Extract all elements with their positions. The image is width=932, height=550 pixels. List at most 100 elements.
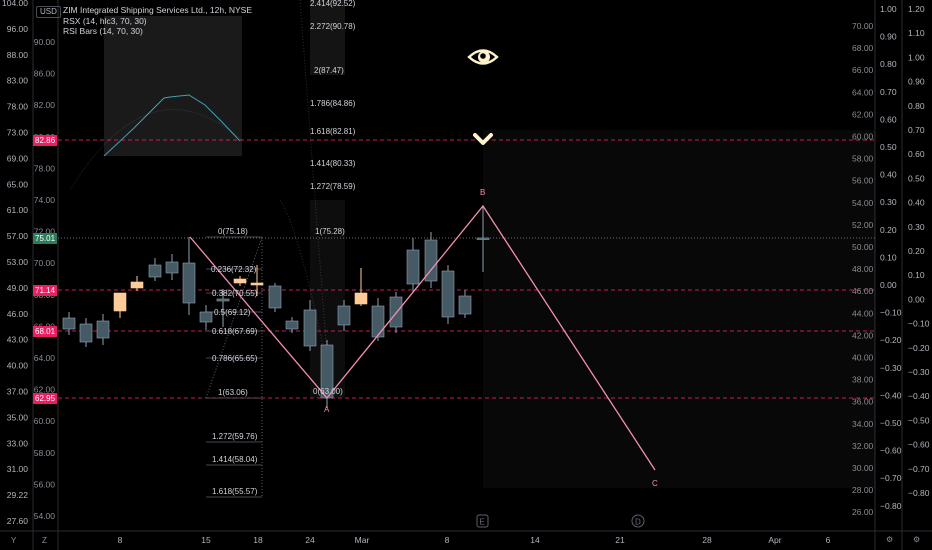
- svg-text:E: E: [480, 518, 485, 527]
- fib2-label: 1.414(80.33): [310, 159, 356, 168]
- axis-tick-label: 58.00: [34, 448, 56, 458]
- time-axis-label: 18: [253, 535, 263, 545]
- price-tag: 82.86: [33, 135, 58, 146]
- candle-body: [148, 264, 162, 278]
- price-axis-left-1[interactable]: 104.00 96.00 88.00 83.00 78.00 73.00 69.00 65.0…: [2, 0, 28, 526]
- axis-tick-label: 62.00: [34, 385, 56, 395]
- dividend-event-icon[interactable]: D: [631, 514, 645, 528]
- axis-tick-label: 0.80: [908, 101, 925, 111]
- axis-tick-label: 46.00: [852, 286, 874, 296]
- axis-tick-label: 0.70: [908, 125, 925, 135]
- earnings-event-icon[interactable]: E: [476, 514, 489, 528]
- axis-tick-label: −0.10: [908, 319, 930, 329]
- price-tag: 62.95: [33, 393, 58, 404]
- candle-body: [165, 261, 179, 274]
- axis-tick-label: 0.60: [880, 114, 897, 124]
- axis-tick-label: 35.00: [7, 412, 29, 422]
- time-axis[interactable]: 8 15 18 24 Mar 8 14 21 28 Apr 6: [118, 535, 831, 545]
- axis-tick-label: 70.00: [34, 258, 56, 268]
- time-axis-label: 15: [201, 535, 211, 545]
- axis-tick-label: 0.40: [880, 170, 897, 180]
- axis-tick-label: 61.00: [7, 205, 29, 215]
- axis-tick-label: 0.80: [880, 59, 897, 69]
- legend-rsi-bars[interactable]: RSI Bars (14, 70, 30): [63, 26, 143, 36]
- time-axis-label: 21: [615, 535, 625, 545]
- fib2-label: 2.272(90.78): [310, 22, 356, 31]
- rsx-axis-right-1[interactable]: 70.00 68.00 66.00 64.00 62.00 60.00 58.00 56.00…: [852, 21, 874, 517]
- candle-body: [233, 278, 247, 284]
- axis-tick-label: 37.00: [7, 387, 29, 397]
- axis-tick-label: 44.00: [852, 308, 874, 318]
- axis-tick-label: 50.00: [852, 242, 874, 252]
- axis-tick-label: 40.00: [852, 353, 874, 363]
- axis-tick-label: 1.00: [908, 52, 925, 62]
- axis-tick-label: −0.60: [908, 440, 930, 450]
- axis-tick-label: 27.60: [7, 516, 29, 526]
- chevron-down-icon: [473, 133, 493, 145]
- axis-tick-label: −0.40: [880, 390, 902, 400]
- rsx-line: [103, 94, 241, 157]
- rsi-axis-right-3[interactable]: 1.20 1.10 1.00 0.90 0.80 0.70 0.60 0.50 0.40 0.30…: [908, 4, 930, 498]
- axis-tick-label: 72.00: [34, 227, 56, 237]
- axis-tick-label: 0.50: [908, 173, 925, 183]
- axis-tick-label: −0.20: [880, 335, 902, 345]
- legend-symbol-title[interactable]: ZIM Integrated Shipping Services Ltd., 1…: [63, 5, 252, 15]
- time-axis-label: 14: [530, 535, 540, 545]
- price-axis-left-2[interactable]: 90.0086.0082.0080.0078.0074.0072.0070.00…: [34, 37, 56, 521]
- rsx-shade-zone: [104, 16, 242, 156]
- candle-body: [354, 292, 368, 305]
- candle-body: [371, 305, 385, 338]
- axis-tick-label: 56.00: [34, 479, 56, 489]
- axis-tick-label: 0.10: [880, 252, 897, 262]
- projection-zone: [483, 130, 875, 488]
- axis-tick-label: −0.20: [908, 343, 930, 353]
- candle-body: [476, 237, 490, 240]
- currency-label[interactable]: USD: [36, 6, 61, 18]
- time-axis-label: 8: [445, 535, 450, 545]
- candle-body: [441, 270, 455, 318]
- fib-retracement-lines: [206, 236, 262, 498]
- axis-tick-label: 82.00: [34, 100, 56, 110]
- fib2-label: 0(63.00): [313, 387, 343, 396]
- axis-toggle-z[interactable]: Z: [42, 536, 47, 545]
- axis-tick-label: −0.50: [908, 415, 930, 425]
- axis-tick-label: 65.00: [7, 179, 29, 189]
- axis-tick-label: 1.20: [908, 4, 925, 14]
- axis-tick-label: 0.90: [880, 32, 897, 42]
- legend-rsx[interactable]: RSX (14, hlc3, 70, 30): [63, 15, 147, 26]
- time-axis-label: 6: [826, 535, 831, 545]
- time-axis-label: 8: [118, 535, 123, 545]
- fib1-label: 0.382(70.55): [212, 289, 258, 298]
- candle-body: [303, 309, 317, 347]
- axis-tick-label: 0.00: [880, 280, 897, 290]
- axis-tick-label: 53.00: [7, 257, 29, 267]
- axis-tick-label: 86.00: [34, 69, 56, 79]
- axis-tick-label: −0.30: [908, 367, 930, 377]
- abc-wave-line: [189, 204, 656, 471]
- settings-gear-icon[interactable]: ⚙: [913, 535, 921, 544]
- axis-tick-label: 62.00: [852, 109, 874, 119]
- axis-tick-label: 34.00: [852, 419, 874, 429]
- time-axis-label: 28: [702, 535, 712, 545]
- axis-tick-label: −0.80: [880, 501, 902, 511]
- axis-tick-label: 69.00: [7, 153, 29, 163]
- fib2-label: 1.618(82.81): [310, 127, 356, 136]
- rsi-axis-right-2[interactable]: 1.00 0.90 0.80 0.70 0.60 0.50 0.40 0.30 0.20 0.10…: [880, 4, 902, 511]
- settings-gear-icon[interactable]: ⚙: [886, 535, 894, 544]
- axis-tick-label: 58.00: [852, 154, 874, 164]
- candle-body: [199, 311, 213, 323]
- candle-body: [337, 305, 351, 326]
- axis-tick-label: 83.00: [7, 76, 29, 86]
- eye-icon[interactable]: [467, 49, 499, 65]
- axis-tick-label: 64.00: [34, 353, 56, 363]
- axis-toggle-y[interactable]: Y: [11, 536, 17, 545]
- fib1-label: 0.5(69.12): [214, 308, 251, 317]
- fib1-label: 1.618(55.57): [212, 487, 258, 496]
- axis-tick-label: −0.80: [908, 488, 930, 498]
- axis-tick-label: 60.00: [852, 132, 874, 142]
- axis-tick-label: 52.00: [852, 220, 874, 230]
- time-axis-label: 24: [305, 535, 315, 545]
- fib2-label: 1(75.28): [315, 227, 345, 236]
